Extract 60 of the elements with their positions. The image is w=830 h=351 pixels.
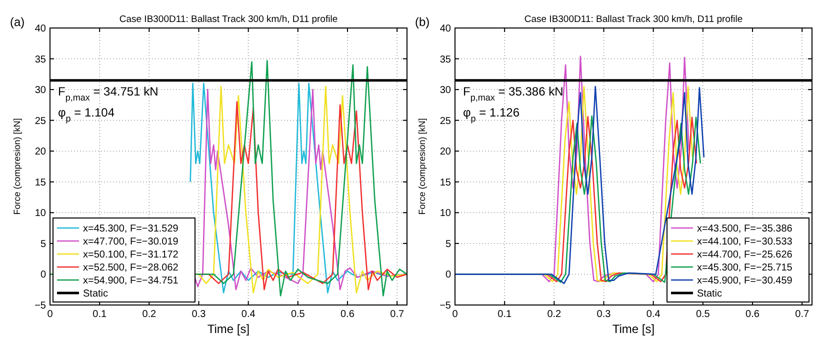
x-tick-label: 0.2	[142, 309, 157, 320]
legend-label: x=45.300, F=−25.715	[697, 262, 793, 274]
x-tick-label: 0.5	[290, 309, 306, 320]
y-tick-label: −5	[440, 300, 452, 312]
annotation: φ$_{p}$ = 1.126	[463, 106, 520, 124]
text: (a)	[10, 15, 25, 29]
legend-label: Static	[83, 288, 108, 300]
x-axis-title: Time [s]	[207, 322, 250, 336]
x-tick-label: 0.1	[92, 309, 107, 320]
y-axis-title: Force (compresion) [kN]	[417, 118, 427, 215]
y-tick-label: 20	[440, 146, 452, 158]
legend-label: x=47.700, F=−30.019	[83, 236, 179, 248]
legend-label: x=52.500, F=−28.062	[83, 262, 179, 274]
legend-label: x=54.900, F=−34.751	[83, 276, 179, 286]
y-tick-label: 25	[34, 116, 46, 127]
y-tick-label: 10	[440, 208, 452, 220]
y-tick-label: 35	[440, 54, 452, 66]
annotation: F$_{p,max}$ = 34.751 kN	[58, 84, 158, 103]
x-tick-label: 0.2	[547, 309, 562, 320]
y-tick-label: 40	[440, 24, 452, 34]
x-tick-label: 0.6	[340, 309, 355, 320]
legend-label: x=45.900, F=−30.459	[697, 276, 793, 286]
y-tick-label: 15	[34, 177, 46, 188]
x-tick-label: 0.1	[498, 309, 512, 320]
legend-label: x=44.100, F=−30.533	[697, 236, 793, 248]
x-tick-label: 0.6	[746, 309, 760, 320]
x-tick-label: 0.3	[596, 309, 612, 320]
x-tick-label: 0.4	[241, 309, 256, 320]
y-tick-label: 10	[34, 208, 46, 220]
x-tick-label: 0.7	[390, 309, 404, 320]
y-tick-label: 5	[40, 238, 46, 250]
legend-label: x=44.700, F=−25.626	[697, 250, 793, 260]
y-tick-label: 35	[34, 54, 46, 66]
legend-label: x=45.300, F=−31.529	[83, 224, 179, 234]
legend-label: x=43.500, F=−35.386	[697, 224, 793, 234]
x-tick-label: 0.4	[646, 309, 661, 320]
y-tick-label: 0	[40, 270, 46, 281]
x-tick-label: 0	[452, 309, 458, 320]
y-tick-label: 40	[34, 24, 46, 34]
y-tick-label: 30	[34, 85, 46, 96]
x-tick-label: 0.5	[696, 309, 710, 320]
x-axis-title: Time [s]	[612, 322, 655, 336]
y-tick-label: 0	[445, 270, 452, 281]
y-axis-title: Force (compresion) [kN]	[12, 118, 22, 215]
legend-label: x=50.100, F=−31.172	[83, 250, 179, 260]
annotation: φ$_{p}$ = 1.104	[58, 106, 115, 124]
y-tick-label: 5	[445, 238, 452, 250]
text: (b)	[415, 15, 430, 29]
chart-title: Case IB300D11: Ballast Track 300 km/h, D11 profile	[524, 14, 743, 25]
legend-label: Static	[697, 288, 722, 300]
x-tick-label: 0.3	[192, 309, 206, 320]
y-tick-label: 30	[440, 85, 452, 96]
annotation: F$_{p,max}$ = 35.386 kN	[463, 84, 564, 103]
x-tick-label: 0	[47, 309, 54, 320]
x-tick-label: 0.7	[795, 309, 810, 320]
y-tick-label: 20	[34, 146, 46, 158]
chart-title: Case IB300D11: Ballast Track 300 km/h, D11 profile	[119, 14, 338, 25]
y-tick-label: −5	[34, 300, 46, 312]
y-tick-label: 15	[440, 177, 452, 188]
y-tick-label: 25	[440, 116, 452, 127]
